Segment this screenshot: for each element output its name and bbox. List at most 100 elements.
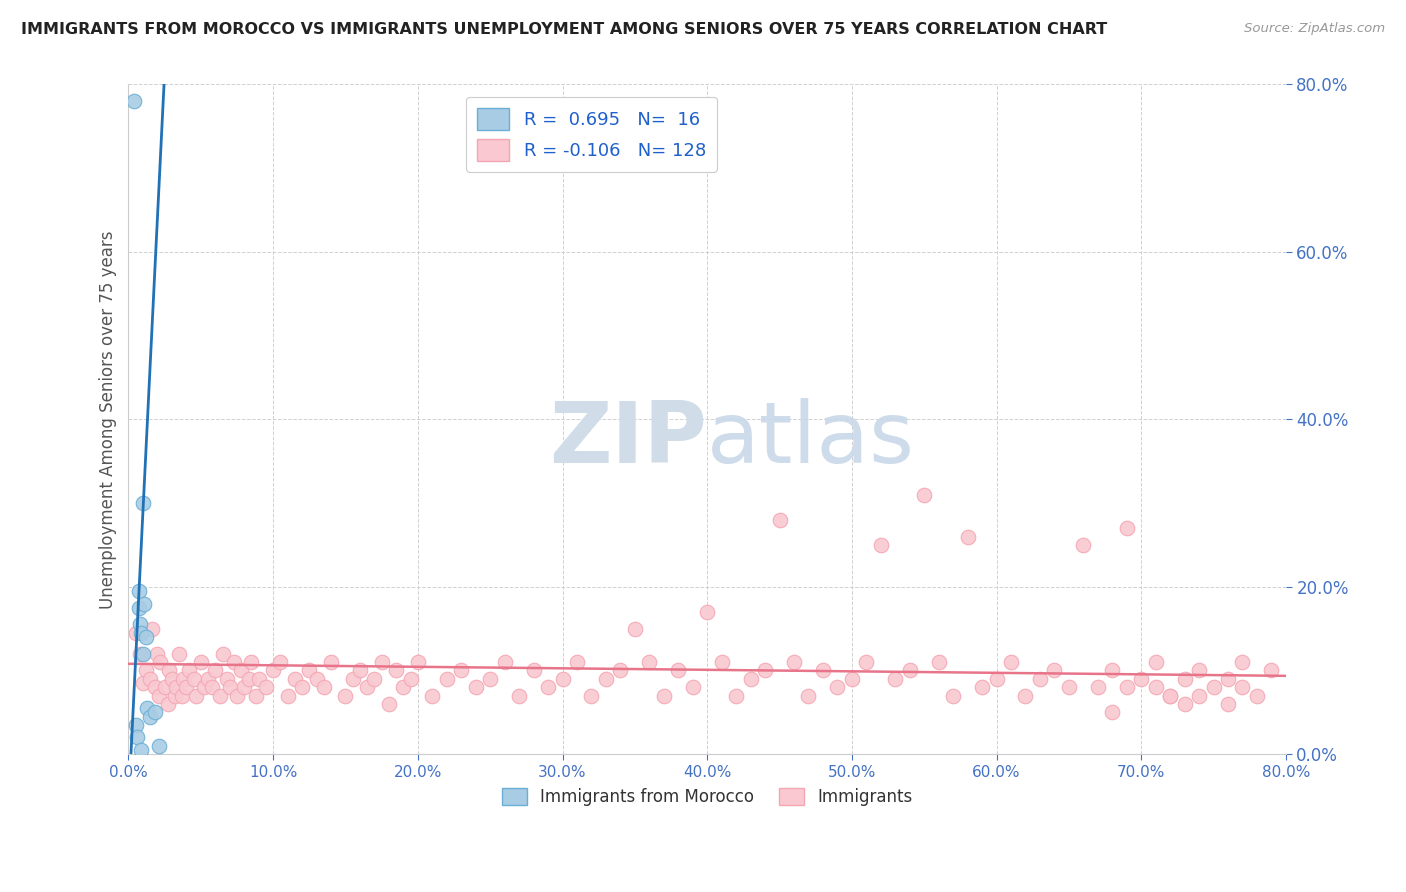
Point (1188, 664, 1211, 678)
Point (305, 672, 328, 686)
Point (869, 538, 891, 552)
Point (436, 672, 458, 686)
Point (254, 680, 277, 694)
Point (385, 664, 408, 678)
Point (231, 664, 253, 678)
Point (494, 655, 516, 669)
Point (222, 655, 245, 669)
Point (233, 680, 256, 694)
Point (134, 597, 156, 611)
Point (1115, 680, 1137, 694)
Point (128, 600, 150, 615)
Point (156, 697, 179, 711)
Point (238, 672, 260, 686)
Point (1232, 680, 1254, 694)
Point (139, 672, 162, 686)
Point (132, 647, 155, 661)
Point (129, 647, 152, 661)
Point (928, 655, 950, 669)
Point (146, 647, 169, 661)
Point (312, 680, 335, 694)
Point (710, 655, 733, 669)
Point (406, 655, 429, 669)
Point (370, 655, 392, 669)
Point (1101, 664, 1123, 678)
Point (128, 584, 150, 599)
Point (135, 630, 157, 644)
Point (157, 664, 180, 678)
Point (827, 680, 849, 694)
Point (725, 689, 748, 703)
Point (1073, 538, 1095, 552)
Point (298, 664, 321, 678)
Point (143, 706, 166, 720)
Point (208, 689, 231, 703)
Point (160, 672, 183, 686)
Point (898, 664, 921, 678)
Point (1188, 689, 1211, 703)
Point (537, 680, 560, 694)
Point (581, 689, 603, 703)
Point (136, 701, 159, 715)
Point (335, 689, 357, 703)
Point (1216, 672, 1239, 686)
Point (609, 664, 631, 678)
Point (638, 655, 661, 669)
Point (652, 689, 675, 703)
Point (193, 680, 215, 694)
Point (740, 672, 762, 686)
Point (956, 529, 979, 543)
Point (768, 513, 790, 527)
Point (399, 672, 422, 686)
Point (1174, 672, 1197, 686)
Point (392, 680, 415, 694)
Point (1130, 672, 1153, 686)
Point (783, 655, 806, 669)
Point (131, 625, 153, 640)
Point (1115, 521, 1137, 535)
Point (1246, 689, 1268, 703)
Point (349, 664, 371, 678)
Point (226, 689, 249, 703)
Point (247, 672, 270, 686)
Point (218, 680, 240, 694)
Point (190, 655, 212, 669)
Point (176, 680, 198, 694)
Point (186, 689, 208, 703)
Point (420, 689, 443, 703)
Point (682, 680, 704, 694)
Point (356, 680, 378, 694)
Point (479, 672, 502, 686)
Point (1057, 680, 1080, 694)
Point (183, 672, 205, 686)
Point (855, 655, 877, 669)
Text: IMMIGRANTS FROM MOROCCO VS IMMIGRANTS UNEMPLOYMENT AMONG SENIORS OVER 75 YEARS C: IMMIGRANTS FROM MOROCCO VS IMMIGRANTS UN… (21, 22, 1108, 37)
Point (1014, 689, 1036, 703)
Point (1202, 680, 1225, 694)
Point (1043, 664, 1066, 678)
Point (291, 680, 314, 694)
Point (245, 689, 267, 703)
Point (132, 676, 155, 690)
Point (122, 94, 145, 108)
Point (201, 680, 224, 694)
Point (754, 664, 776, 678)
Point (565, 655, 588, 669)
Text: atlas: atlas (707, 398, 915, 481)
Text: Source: ZipAtlas.com: Source: ZipAtlas.com (1244, 22, 1385, 36)
Point (129, 617, 152, 632)
Point (132, 496, 155, 510)
Point (139, 709, 162, 723)
Point (551, 672, 574, 686)
Point (811, 664, 834, 678)
Point (450, 664, 472, 678)
Point (884, 672, 907, 686)
Point (153, 680, 176, 694)
Point (1144, 680, 1167, 694)
Point (1159, 689, 1181, 703)
Point (841, 672, 863, 686)
Point (378, 697, 401, 711)
Point (204, 664, 226, 678)
Point (319, 655, 342, 669)
Y-axis label: Unemployment Among Seniors over 75 years: Unemployment Among Seniors over 75 years (100, 230, 117, 608)
